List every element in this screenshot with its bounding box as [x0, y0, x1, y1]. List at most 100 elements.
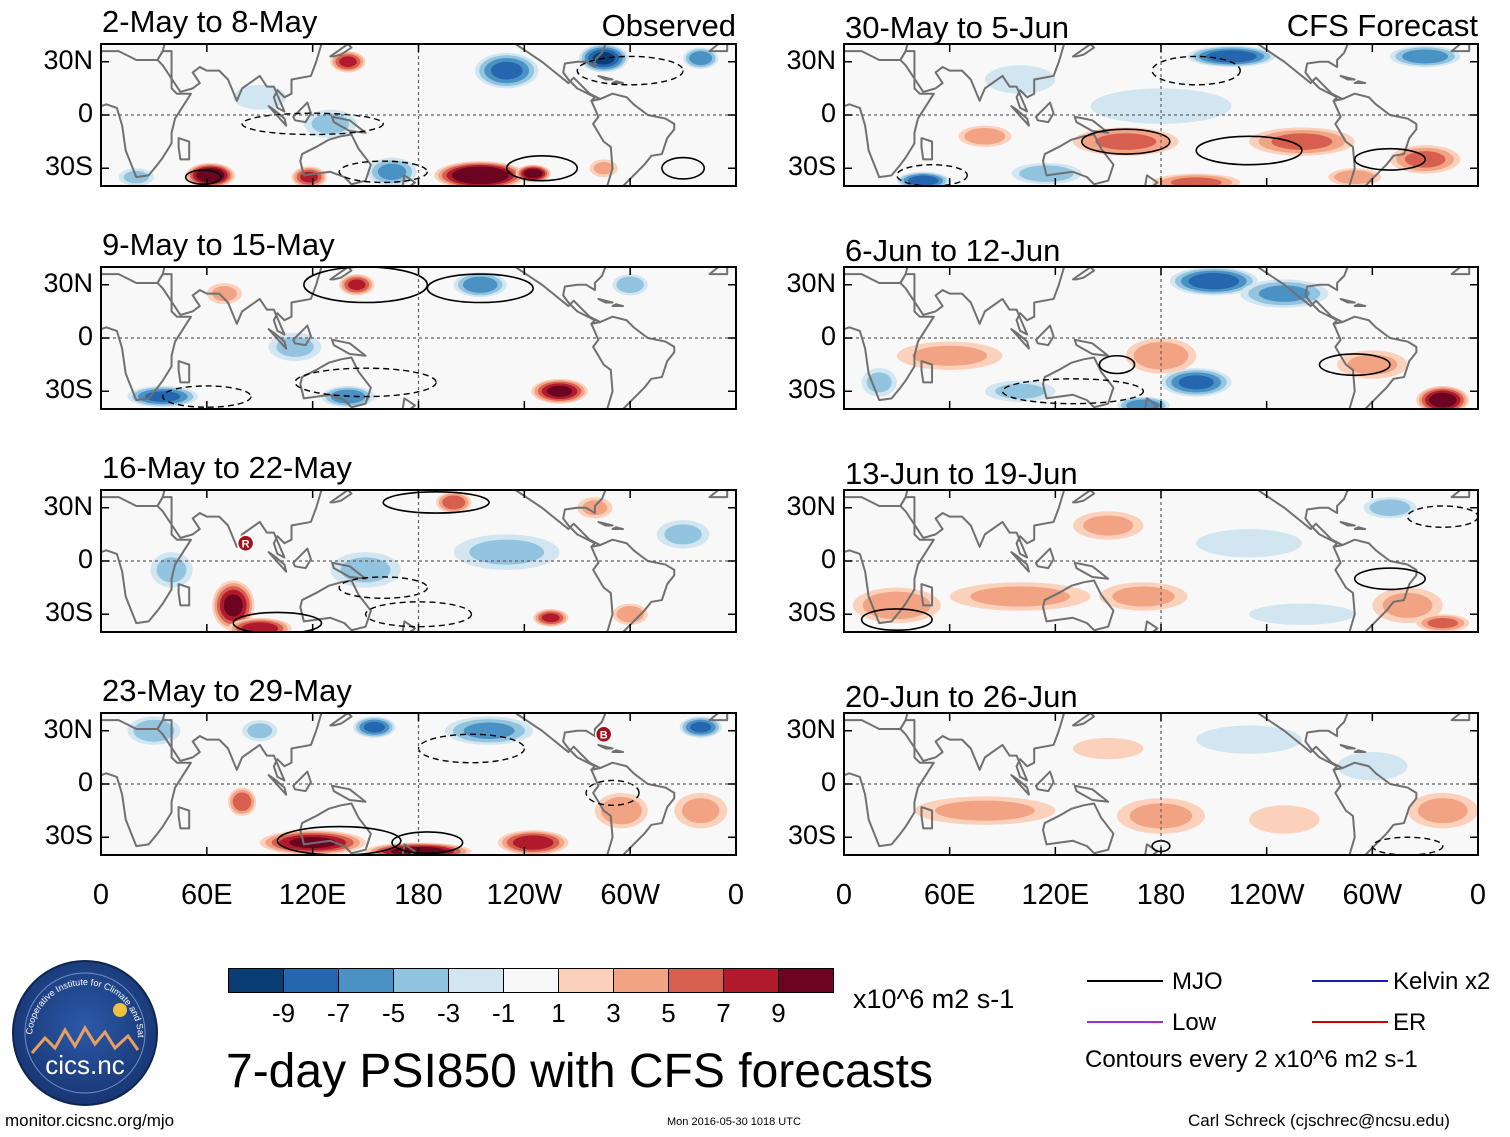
coastline: [1353, 80, 1367, 85]
colorbar-swatch: [558, 968, 614, 993]
anomaly-blob: [1402, 49, 1449, 64]
anomaly-blob: [0, 606, 9, 622]
coastline: [1071, 44, 1096, 58]
anomaly-blob: [156, 557, 187, 583]
colorbar-swatch: [668, 968, 724, 993]
anomaly-blob: [0, 797, 7, 824]
legend-er-label: ER: [1393, 1009, 1427, 1036]
coastline: [1144, 397, 1159, 409]
coastline: [267, 328, 288, 350]
negative-contour: [896, 164, 968, 186]
y-tick-label: 0: [77, 767, 93, 797]
mjo-contour: [661, 156, 706, 180]
anomaly-blob: [200, 170, 221, 181]
panel-3: R: [0, 489, 737, 633]
coastline: [1144, 620, 1159, 632]
panel-field: B: [0, 713, 736, 855]
negative-contour: [1406, 505, 1478, 528]
coastline: [299, 579, 372, 632]
coastline: [1071, 490, 1096, 504]
coastline: [1332, 761, 1418, 855]
anomaly-blob: [1188, 273, 1240, 290]
colorbar-label: 3: [606, 998, 621, 1028]
colorbar-swatch: [503, 968, 559, 993]
anomaly-blob: [1196, 529, 1302, 558]
x-tick-label: 120W: [486, 879, 563, 911]
anomaly-blob: [1501, 372, 1510, 392]
logo-wave: [30, 1025, 140, 1054]
negative-contour: [294, 367, 437, 398]
y-tick-label: 30S: [787, 820, 836, 851]
x-tick-label: 0: [835, 879, 853, 911]
logo-sun: [113, 1003, 127, 1017]
coastline: [1042, 802, 1115, 855]
coastline: [899, 713, 1066, 782]
coastline: [1073, 784, 1110, 803]
coastline: [1010, 551, 1030, 573]
colorbar-label: -5: [381, 998, 406, 1028]
panel-8: [843, 712, 1479, 856]
coastline: [611, 80, 625, 85]
legend-mjo-low-lines: [1087, 980, 1163, 1023]
coastline: [331, 784, 367, 803]
coastline: [331, 115, 367, 134]
anomaly-blob: [463, 722, 515, 739]
mjo-contour: [1098, 354, 1136, 375]
x-tick-label: 120E: [1021, 879, 1090, 911]
coastline: [1339, 74, 1356, 81]
negative-contour: [1151, 55, 1241, 86]
anomaly-blob: [490, 61, 523, 80]
panel-title: 30-May to 5-Jun: [845, 10, 1069, 45]
coastline: [177, 583, 191, 607]
coastline: [177, 360, 191, 384]
coastline: [611, 749, 625, 754]
anomaly-blob: [22, 520, 75, 548]
colorbar-swatch: [778, 968, 834, 993]
coastline: [708, 267, 729, 276]
x-tick-label: 180: [394, 879, 443, 911]
colorbar-label: -7: [326, 998, 351, 1028]
coastline: [1071, 713, 1096, 727]
colorbar-label: 1: [551, 998, 566, 1028]
legend-kelvin-er-lines: [1312, 980, 1388, 1023]
main-title: 7-day PSI850 with CFS forecasts: [226, 1045, 933, 1098]
y-tick-label: 0: [820, 767, 836, 797]
x-tick-label: 60E: [181, 879, 233, 911]
anomaly-blob: [1112, 586, 1175, 607]
panel-field: [844, 44, 1478, 186]
y-tick-label: 30N: [786, 44, 836, 75]
mjo-contour: [1318, 353, 1391, 377]
colorbar-label: -1: [491, 998, 516, 1028]
coastline: [1144, 174, 1159, 186]
coastline: [590, 315, 676, 409]
coastline: [1042, 579, 1115, 632]
panel-title: 9-May to 15-May: [102, 227, 335, 262]
coastline: [267, 105, 288, 127]
coastline: [1010, 774, 1030, 796]
anomaly-blob: [1133, 342, 1189, 370]
anomaly-blob: [512, 835, 554, 850]
coastline: [1332, 315, 1418, 409]
panel-field: [0, 267, 736, 409]
anomaly-blob: [462, 276, 498, 293]
mjo-contour: [1353, 147, 1426, 171]
anomaly-blob: [964, 128, 1006, 145]
coastline: [1010, 105, 1030, 127]
colorbar-swatch: [283, 968, 339, 993]
colorbar-swatch: [393, 968, 449, 993]
anomaly-blob: [0, 274, 13, 295]
negative-contour: [1371, 836, 1444, 855]
coastline: [401, 174, 416, 186]
y-tick-label: 30S: [44, 597, 93, 628]
colorbar-label: 5: [661, 998, 676, 1028]
panel-2: [0, 266, 737, 410]
coastline: [708, 490, 729, 499]
coastline: [331, 338, 367, 357]
negative-contour: [241, 112, 384, 136]
y-tick-label: 30S: [787, 374, 836, 405]
mjo-contour: [232, 611, 323, 632]
coastline: [1042, 133, 1115, 186]
panel-4: B: [0, 712, 737, 856]
coastline: [920, 360, 934, 384]
